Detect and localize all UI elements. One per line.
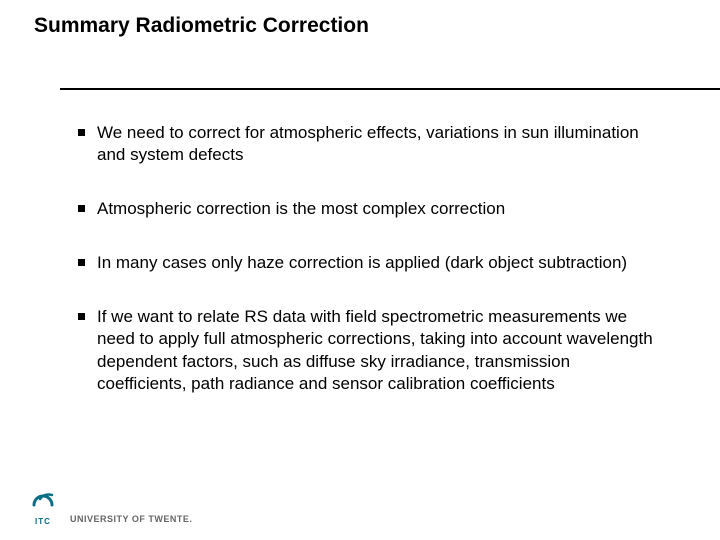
bullet-text: We need to correct for atmospheric effec…: [97, 122, 660, 166]
slide-content: We need to correct for atmospheric effec…: [78, 122, 660, 427]
bullet-text: In many cases only haze correction is ap…: [97, 252, 627, 274]
bullet-item: We need to correct for atmospheric effec…: [78, 122, 660, 166]
bullet-item: If we want to relate RS data with field …: [78, 306, 660, 394]
university-label: UNIVERSITY OF TWENTE.: [70, 514, 192, 526]
slide-title: Summary Radiometric Correction: [34, 14, 369, 38]
slide-footer: ITC UNIVERSITY OF TWENTE.: [28, 489, 192, 526]
bullet-marker-icon: [78, 205, 85, 212]
bullet-text: If we want to relate RS data with field …: [97, 306, 660, 394]
bullet-marker-icon: [78, 313, 85, 320]
title-divider: [60, 88, 720, 90]
itc-logo-label: ITC: [35, 517, 51, 526]
itc-logo: ITC: [28, 489, 58, 526]
slide: Summary Radiometric Correction We need t…: [0, 0, 720, 540]
bullet-item: In many cases only haze correction is ap…: [78, 252, 660, 274]
bullet-marker-icon: [78, 259, 85, 266]
bullet-text: Atmospheric correction is the most compl…: [97, 198, 505, 220]
bullet-marker-icon: [78, 129, 85, 136]
itc-logo-icon: [28, 489, 58, 515]
bullet-item: Atmospheric correction is the most compl…: [78, 198, 660, 220]
